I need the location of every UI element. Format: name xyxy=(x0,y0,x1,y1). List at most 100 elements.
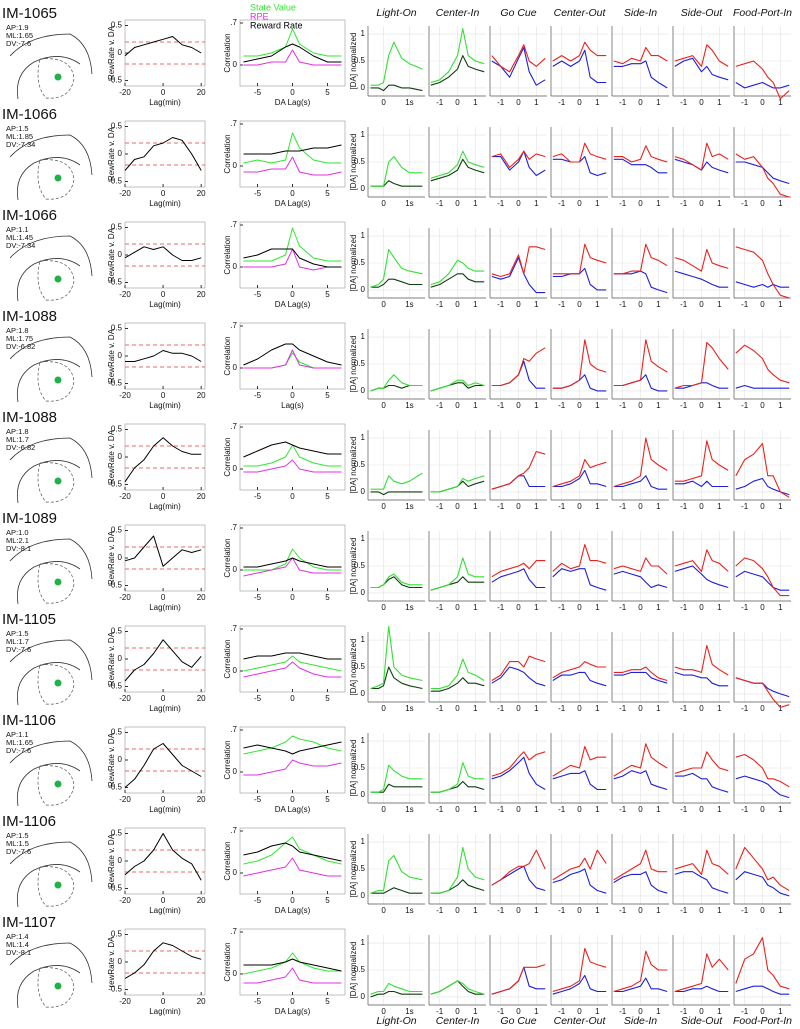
lag-curve xyxy=(124,833,202,881)
x-tick-label: 1 xyxy=(778,502,783,511)
event-trace xyxy=(491,666,546,687)
event-trace xyxy=(674,565,729,589)
event-trace xyxy=(491,150,546,168)
lag-curve xyxy=(124,639,202,682)
event-trace xyxy=(370,472,423,490)
coordinate: ML:1.7 xyxy=(6,435,29,444)
coordinate: ML:1.5 xyxy=(6,839,29,848)
y-axis-label: [DA] normalized xyxy=(349,134,358,191)
x-tick-label: -20 xyxy=(119,189,131,198)
x-tick-label: 1 xyxy=(778,704,783,713)
x-tick-label: 1 xyxy=(534,906,539,915)
event-header: Food-Port-In xyxy=(733,7,792,19)
x-tick-label: -1 xyxy=(680,704,688,713)
y-tick-label: -0.5 xyxy=(108,985,122,994)
event-trace xyxy=(735,677,790,708)
y-axis-label: [DA] normalized xyxy=(349,235,358,292)
y-tick-label: 0.5 xyxy=(354,157,366,166)
brain-outline xyxy=(9,942,93,1009)
coordinate: AP:1.1 xyxy=(6,225,29,234)
y-axis-label: RewRate v. DA xyxy=(107,732,116,787)
x-tick-label: 0 xyxy=(290,492,295,501)
event-trace xyxy=(552,868,607,894)
x-tick-label: 1 xyxy=(473,704,478,713)
legend-entry: Reward Rate xyxy=(250,20,303,30)
x-tick-label: 0 xyxy=(760,300,765,309)
corr-curve xyxy=(243,557,342,568)
x-tick-label: 1s xyxy=(405,906,413,915)
x-tick-label: 0 xyxy=(699,502,704,511)
event-trace xyxy=(613,977,668,993)
y-tick-label: -0.5 xyxy=(108,581,122,590)
event-trace xyxy=(674,248,729,272)
event-trace xyxy=(735,557,790,597)
x-tick-label: 0 xyxy=(699,704,704,713)
x-tick-label: 0 xyxy=(577,401,582,410)
brain-outline xyxy=(9,336,93,403)
corr-curve xyxy=(243,655,342,672)
y-tick-label: 0 xyxy=(118,553,123,562)
corr-curve xyxy=(243,132,342,164)
corr-curve xyxy=(243,661,342,678)
x-tick-label: 1 xyxy=(534,603,539,612)
x-tick-label: 0 xyxy=(161,290,166,299)
event-trace xyxy=(735,153,790,198)
y-axis-label: [DA] normalized xyxy=(349,740,358,797)
x-tick-label: 1 xyxy=(656,98,661,107)
x-tick-label: 20 xyxy=(197,997,206,1006)
axes-box xyxy=(124,19,206,87)
coordinate: AP:1.5 xyxy=(6,629,29,638)
event-trace xyxy=(430,980,485,995)
x-tick-label: -1 xyxy=(680,98,688,107)
event-trace xyxy=(613,557,668,575)
event-trace xyxy=(613,743,668,777)
x-tick-label: -20 xyxy=(119,795,131,804)
x-tick-label: 0 xyxy=(638,98,643,107)
legend-entry: RPE xyxy=(250,11,269,21)
event-footer: Side-Out xyxy=(681,1015,724,1027)
x-tick-label: -1 xyxy=(558,704,566,713)
x-tick-label: 0 xyxy=(381,401,386,410)
x-axis-label: DA Lag(s) xyxy=(275,906,311,915)
x-tick-label: 0 xyxy=(290,997,295,1006)
x-tick-label: 0 xyxy=(290,896,295,905)
x-tick-label: -20 xyxy=(119,593,131,602)
x-tick-label: 0 xyxy=(516,906,521,915)
x-tick-label: 1 xyxy=(534,805,539,814)
x-tick-label: 0 xyxy=(381,502,386,511)
event-trace xyxy=(370,576,423,589)
corr-curve xyxy=(243,459,342,473)
y-tick-label: .7 xyxy=(230,826,237,835)
x-tick-label: 0 xyxy=(455,199,460,208)
x-tick-label: 0 xyxy=(161,694,166,703)
y-tick-label: 0 xyxy=(361,790,366,799)
y-tick-label: 0.5 xyxy=(354,56,366,65)
x-tick-label: 0 xyxy=(516,704,521,713)
event-trace xyxy=(735,60,790,100)
event-trace xyxy=(674,871,729,894)
x-tick-label: -20 xyxy=(119,896,131,905)
x-tick-label: 0 xyxy=(455,98,460,107)
x-tick-label: -1 xyxy=(436,906,444,915)
event-trace xyxy=(674,57,729,81)
y-tick-label: 1 xyxy=(361,837,366,846)
x-tick-label: 1 xyxy=(656,1007,661,1016)
y-tick-label: 0 xyxy=(233,868,238,877)
x-tick-label: 1 xyxy=(717,98,722,107)
corr-curve xyxy=(243,741,342,755)
event-trace xyxy=(491,560,546,578)
recording-site xyxy=(54,174,62,182)
corr-curve xyxy=(243,43,342,63)
event-trace xyxy=(430,762,485,793)
y-tick-label: .7 xyxy=(230,422,237,431)
corr-curve xyxy=(243,958,342,972)
event-trace xyxy=(370,666,423,690)
event-trace xyxy=(552,267,607,291)
x-tick-label: 0 xyxy=(455,300,460,309)
animal-id: IM-1089 xyxy=(2,510,57,527)
x-tick-label: -1 xyxy=(558,502,566,511)
coordinate: DV:-7.34 xyxy=(6,241,35,250)
y-tick-label: 0.5 xyxy=(354,460,366,469)
x-tick-label: 20 xyxy=(197,593,206,602)
event-header: Center-In xyxy=(436,7,480,19)
